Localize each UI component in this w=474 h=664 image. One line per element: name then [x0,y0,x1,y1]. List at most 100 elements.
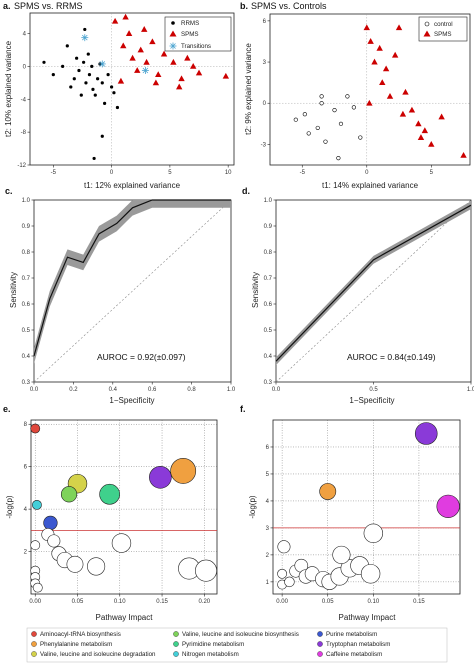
pathway-legend-label: Caffeine metabolism [326,651,382,658]
y-tick-label: 5 [266,472,270,478]
pathway-bubble [332,545,351,564]
spms-point [428,141,435,147]
y-tick-label: 0.8 [22,250,31,256]
pathway-legend-swatch [31,651,37,657]
y-tick-label: 0.4 [22,354,31,360]
panel-e-y-ticks: 2 4 6 8 [24,422,31,556]
pathway-legend-box [26,627,448,663]
pathway-bubble [30,540,41,551]
panel-e-y-label: -log(p) [5,495,14,518]
y-tick-label: 0.5 [22,328,31,334]
panel-b-legend-box [418,16,468,42]
y-tick-label: 6 [263,19,267,25]
y-tick-label: 0.5 [264,328,273,334]
panel-b-title: SPMS vs. Controls [251,1,327,11]
panel-e-label: e. [3,404,11,414]
spms-point [382,65,390,72]
spms-point [415,120,422,127]
rrms-point [106,73,110,77]
y-tick-label: 0.4 [264,354,273,360]
rrms-point [90,64,94,69]
rrms-point [86,52,90,56]
pathway-legend-label: Aminoacyl-tRNA biosynthesis [40,631,121,638]
control-point [336,156,341,161]
x-tick-label: 0.05 [72,599,84,605]
y-tick-label: 0 [23,64,27,70]
control-point [319,101,324,106]
panel-a-title: SPMS vs. RRMS [14,1,83,11]
spms-point [143,58,150,65]
panel-f-x-label: Pathway Impact [339,613,397,622]
rrms-point [110,85,114,89]
rrms-point [83,27,87,32]
control-point [315,125,320,131]
legend-transitions-label: Transitions [181,43,211,50]
panel-b-x-label: t1: 14% explained variance [322,181,419,190]
pathway-bubble [32,499,42,510]
y-tick-label: 2 [24,550,28,556]
y-tick-label: -12 [17,163,26,169]
pathway-bubble [149,465,172,489]
panel-c-auroc: AUROC = 0.92(±0.097) [97,352,186,362]
control-point [319,94,324,99]
legend-rrms-label: RRMS [181,20,199,27]
pathway-bubble [284,576,295,588]
pathway-legend-swatch [31,641,37,647]
spms-point [134,67,141,73]
pathway-bubble [111,533,132,553]
pathway-bubble [360,564,381,584]
panel-c-y-ticks: 1.0 0.9 0.8 0.7 0.6 0.5 0.4 0.3 [22,198,34,386]
spms-point [120,42,127,49]
transitions-point [141,67,149,75]
spms-point [195,69,203,76]
pathway-bubble [436,494,460,518]
panel-a-legend: RRMS SPMS Transitions [164,16,232,52]
x-tick-label: 5 [430,170,434,176]
spms-point [111,17,119,24]
y-tick-label: 0.9 [264,224,273,230]
rrms-point [92,156,96,161]
y-tick-label: 1 [266,580,270,586]
pathway-legend-label: Tryptophan metabolism [326,641,390,648]
y-tick-label: 0 [263,101,267,107]
x-tick-label: 0.20 [198,599,210,605]
x-tick-label: 0.15 [156,599,168,605]
y-tick-label: 2 [266,553,270,559]
pathway-bubble [319,483,337,500]
panel-b-label: b. [240,1,248,11]
rrms-point [87,73,92,77]
pathway-bubble [87,557,106,576]
x-tick-label: 0.2 [69,387,78,393]
pathway-bubble [60,486,78,503]
panel-e-frame [30,419,218,595]
panel-b-frame [269,13,471,166]
control-point [351,105,356,110]
x-tick-label: 0.00 [29,599,41,605]
panel-a-legend-box [164,16,232,52]
spms-point [137,46,144,53]
spms-point [149,38,156,45]
reference-diagonal [33,199,232,383]
panel-f-y-label: -log(p) [248,495,257,518]
transitions-point [98,60,106,68]
panel-a: a. SPMS vs. RRMS -5 0 5 10 4 0 -4 -8 -12 t1: 12… [3,1,235,190]
panel-a-y-ticks: 4 0 -4 -8 -12 [17,32,30,169]
control-point [323,139,328,144]
roc-curve [33,199,231,357]
panel-f-bubbles [273,420,460,594]
spms-point [176,83,183,90]
pathway-bubble [30,423,41,434]
panel-e: e. 0.00 0.05 0.10 0.15 0.20 2 4 6 8 Pathway Imp… [3,404,218,622]
y-tick-label: 3 [263,60,267,66]
panel-e-x-ticks: 0.00 0.05 0.10 0.15 0.20 [29,594,211,605]
spms-point [366,99,373,106]
y-tick-label: -8 [21,130,27,136]
rrms-point [91,87,95,92]
x-tick-label: 1.0 [467,387,474,393]
rrms-point [115,105,120,110]
x-tick-label: 0.05 [322,599,334,605]
panel-a-label: a. [3,1,11,11]
y-tick-label: 0.7 [22,276,31,282]
panel-d-label: d. [242,186,250,196]
